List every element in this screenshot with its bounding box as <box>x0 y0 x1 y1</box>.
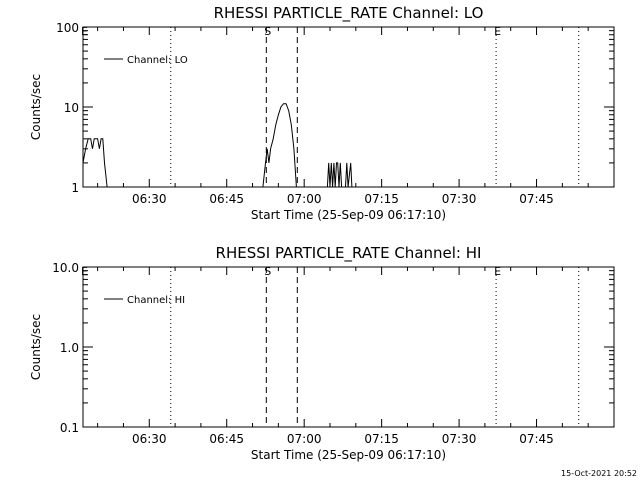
x-axis-label-0: Start Time (25-Sep-09 06:17:10) <box>251 208 446 222</box>
x-tick-label: 07:45 <box>519 432 554 446</box>
x-tick-label: 07:00 <box>287 192 322 206</box>
y-axis-label-0: Counts/sec <box>29 74 43 140</box>
footer-timestamp: 15-Oct-2021 20:52 <box>561 469 637 478</box>
x-tick-label: 07:30 <box>442 432 477 446</box>
y-tick-label: 1.0 <box>60 341 79 355</box>
y-tick-label: 10.0 <box>52 261 79 275</box>
x-tick-label: 06:45 <box>209 432 244 446</box>
event-marker-label: E <box>81 25 88 38</box>
event-marker-label: S <box>264 265 271 278</box>
series-line <box>262 103 297 188</box>
legend-entry-1: Channel: HI <box>127 295 185 306</box>
x-tick-label: 06:45 <box>209 192 244 206</box>
event-marker-label: E <box>494 265 501 278</box>
y-axis-label-1: Counts/sec <box>29 314 43 380</box>
x-tick-label: 07:45 <box>519 192 554 206</box>
x-tick-label: 07:15 <box>364 432 399 446</box>
event-marker-label: S <box>264 25 271 38</box>
y-tick-label: 10 <box>64 101 79 115</box>
plot-frame-1 <box>82 266 615 428</box>
legend-entry-0: Channel: LO <box>127 55 188 66</box>
y-tick-label: 1 <box>71 181 79 195</box>
x-tick-label: 06:30 <box>132 432 167 446</box>
series-line <box>326 162 353 188</box>
event-marker-label: E <box>81 265 88 278</box>
x-tick-label: 07:30 <box>442 192 477 206</box>
x-axis-label-1: Start Time (25-Sep-09 06:17:10) <box>251 448 446 462</box>
series-line <box>82 138 108 188</box>
y-tick-label: 0.1 <box>60 421 79 435</box>
chart-title-1: RHESSI PARTICLE_RATE Channel: HI <box>216 244 482 263</box>
event-marker-label: E <box>494 25 501 38</box>
chart-title-0: RHESSI PARTICLE_RATE Channel: LO <box>214 4 484 23</box>
plot-frame-0 <box>82 26 615 188</box>
x-tick-label: 07:15 <box>364 192 399 206</box>
y-tick-label: 100 <box>56 21 79 35</box>
x-tick-label: 06:30 <box>132 192 167 206</box>
x-tick-label: 07:00 <box>287 432 322 446</box>
